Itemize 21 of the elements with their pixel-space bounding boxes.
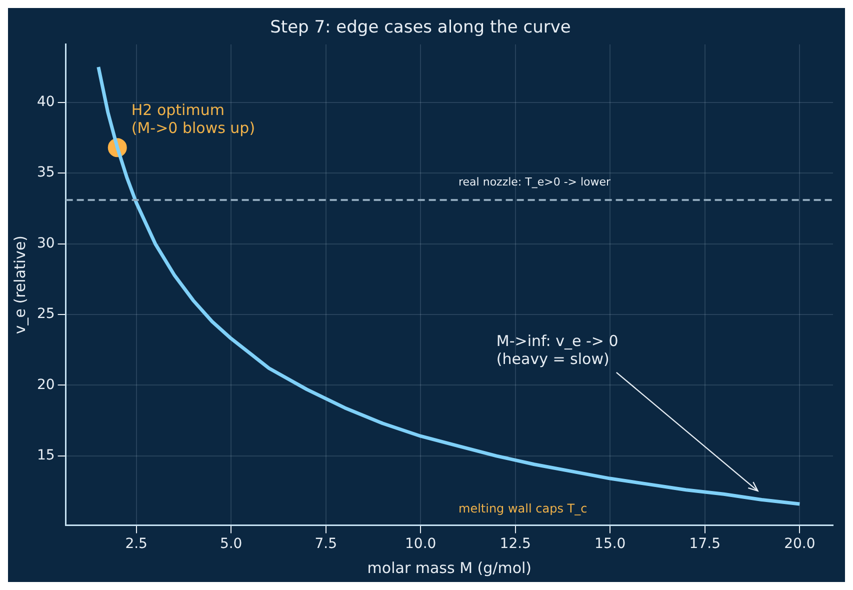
annotation: melting wall caps T_c [458, 501, 588, 516]
x-tick-label: 10.0 [405, 536, 436, 552]
x-tick-label: 20.0 [784, 536, 816, 552]
y-axis-title: v_e (relative) [10, 235, 29, 334]
chart-title: Step 7: edge cases along the curve [270, 18, 571, 38]
y-tick-label: 30 [36, 235, 55, 252]
x-axis-title: molar mass M (g/mol) [367, 558, 532, 577]
annotation: M->inf: v_e -> 0 (heavy = slow) [496, 332, 618, 368]
x-tick-label: 5.0 [220, 536, 242, 552]
x-tick-label: 15.0 [594, 536, 626, 552]
ref-line-label: real nozzle: T_e>0 -> lower [458, 175, 612, 188]
y-tick-label: 40 [36, 94, 55, 110]
y-tick-label: 25 [36, 306, 55, 322]
x-tick-label: 7.5 [314, 536, 337, 552]
annotation: H2 optimum (M->0 blows up) [131, 101, 256, 138]
x-tick-label: 17.5 [689, 536, 720, 552]
x-tick-label: 2.5 [125, 536, 148, 552]
y-tick-label: 20 [36, 376, 55, 393]
y-tick-label: 15 [36, 448, 55, 464]
y-tick-label: 35 [36, 164, 55, 181]
x-tick-label: 12.5 [500, 536, 531, 552]
